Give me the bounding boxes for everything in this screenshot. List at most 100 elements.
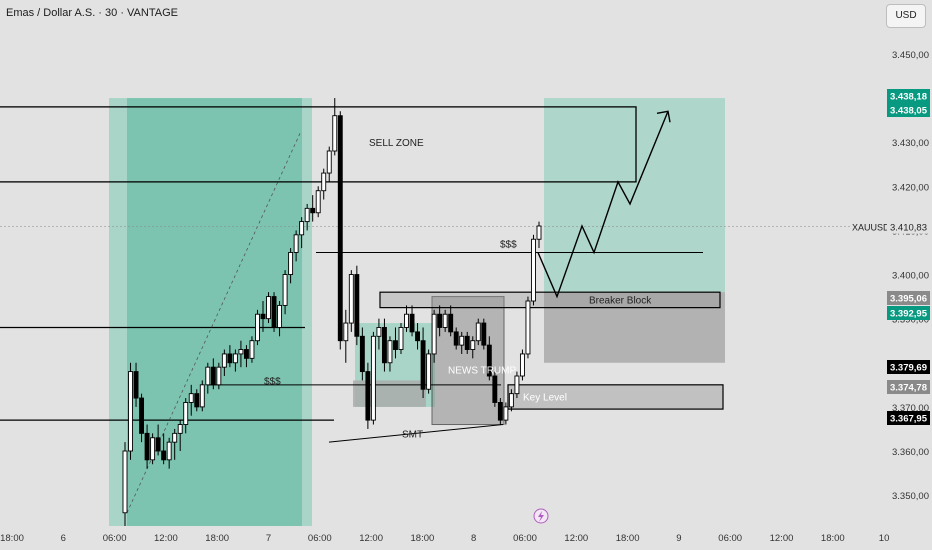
candle-body bbox=[531, 238, 536, 302]
candle-body bbox=[183, 402, 189, 425]
candle-body bbox=[221, 353, 227, 368]
x-tick-label: 12:00 bbox=[154, 533, 178, 544]
x-tick-label: 06:00 bbox=[513, 533, 537, 544]
risk-zone bbox=[544, 292, 725, 363]
price-tags: 3.438,18 3.438,05 3.395,06 3.392,95 3.379,69… bbox=[852, 89, 930, 425]
price-tag-label: 3.438,05 bbox=[890, 106, 928, 117]
price-tag bbox=[887, 89, 930, 103]
candle-body bbox=[161, 450, 167, 461]
x-tick-label: 6 bbox=[61, 533, 66, 544]
candle-body bbox=[128, 371, 133, 452]
key-level-box bbox=[507, 384, 724, 410]
x-tick-label: 10 bbox=[879, 533, 890, 544]
candle-body bbox=[288, 252, 294, 275]
y-tick-label: 3.390,00 bbox=[892, 315, 929, 326]
price-tag-label: 3.392,95 bbox=[890, 309, 928, 320]
price-tag bbox=[887, 360, 930, 374]
x-tick-label: 8 bbox=[471, 533, 476, 544]
candle-body bbox=[277, 304, 283, 328]
smt-line bbox=[328, 424, 504, 443]
price-tag-label: 3.379,69 bbox=[890, 363, 927, 374]
y-axis: 3.450,003.440,003.430,003.420,003.410,00… bbox=[850, 0, 932, 550]
candle-body bbox=[216, 366, 222, 386]
candle-body bbox=[459, 335, 465, 346]
x-tick-label: 18:00 bbox=[0, 533, 24, 544]
x-tick-label: 12:00 bbox=[770, 533, 794, 544]
candle-body bbox=[420, 340, 426, 390]
candle-body bbox=[255, 313, 260, 342]
candle-body bbox=[188, 393, 194, 403]
currency-button[interactable]: USD bbox=[886, 4, 926, 28]
candle-body bbox=[525, 300, 531, 355]
candle-body bbox=[492, 375, 498, 403]
candle-body bbox=[393, 340, 398, 350]
candle-body bbox=[310, 207, 316, 214]
overlay-layer: SELL ZONE $$$ $$$ Breaker Block NEWS TRUMP Ke… bbox=[264, 138, 652, 524]
candle-body bbox=[249, 340, 255, 359]
candle-body bbox=[426, 353, 432, 390]
candle-body bbox=[271, 296, 277, 328]
candle-body bbox=[354, 274, 360, 337]
x-tick-label: 18:00 bbox=[821, 533, 845, 544]
candle-body bbox=[266, 296, 271, 320]
candle-body bbox=[481, 322, 487, 346]
candle-body bbox=[431, 313, 437, 355]
x-tick-label: 06:00 bbox=[103, 533, 127, 544]
candle-body bbox=[205, 366, 211, 386]
candle-body bbox=[315, 190, 321, 214]
candle-body bbox=[155, 437, 161, 452]
candle-body bbox=[304, 207, 310, 223]
candle-body bbox=[177, 424, 183, 434]
annotation-liquidity-right: $$$ bbox=[500, 240, 517, 251]
candle-body bbox=[260, 313, 266, 320]
projection-path bbox=[537, 111, 669, 299]
candle-body bbox=[508, 393, 514, 408]
projection-arrowhead bbox=[656, 110, 671, 123]
lightning-icon bbox=[538, 511, 544, 522]
candle-body bbox=[453, 331, 459, 346]
candle-body bbox=[238, 349, 244, 355]
x-tick-label: 7 bbox=[266, 533, 271, 544]
candle-body bbox=[194, 393, 200, 408]
price-tag bbox=[887, 411, 930, 425]
candle-body bbox=[139, 397, 145, 434]
price-tag bbox=[887, 291, 930, 305]
candle-body bbox=[514, 375, 520, 395]
annotation-liquidity-left: $$$ bbox=[264, 376, 281, 387]
x-tick-label: 06:00 bbox=[718, 533, 742, 544]
candle-body bbox=[332, 115, 338, 152]
candle-body bbox=[398, 327, 404, 350]
x-tick-label: 18:00 bbox=[411, 533, 435, 544]
candle-body bbox=[150, 437, 156, 461]
price-tag-label: 3.395,06 bbox=[890, 294, 927, 305]
candle-body bbox=[497, 402, 503, 421]
candle-body bbox=[299, 221, 305, 236]
candle-body bbox=[243, 349, 249, 359]
price-tag-label: 3.367,95 bbox=[890, 414, 928, 425]
candle-body bbox=[227, 353, 233, 364]
x-tick-label: 06:00 bbox=[308, 533, 332, 544]
candle-body bbox=[442, 313, 448, 328]
price-tag bbox=[887, 380, 930, 394]
price-tag-label: 3.438,18 bbox=[890, 92, 927, 103]
candle-body bbox=[370, 335, 376, 421]
candle-body bbox=[210, 366, 216, 386]
candle-body bbox=[448, 313, 454, 333]
x-tick-label: 12:00 bbox=[564, 533, 588, 544]
y-tick-label: 3.420,00 bbox=[892, 182, 929, 193]
candle-body bbox=[326, 150, 332, 174]
chart-title: Emas / Dollar A.S. · 30 · VANTAGE bbox=[6, 7, 178, 19]
candle-body bbox=[166, 441, 172, 461]
candle-body bbox=[486, 344, 492, 377]
annotation-key-level: Key Level bbox=[523, 393, 567, 404]
y-tick-label: 3.360,00 bbox=[892, 447, 929, 458]
candle-body bbox=[409, 313, 415, 333]
annotation-breaker-block: Breaker Block bbox=[589, 296, 652, 307]
x-tick-label: 12:00 bbox=[359, 533, 383, 544]
candle-body bbox=[321, 172, 327, 192]
x-tick-label: 18:00 bbox=[205, 533, 229, 544]
price-tag-label: 3.374,78 bbox=[890, 383, 927, 394]
candle-body bbox=[282, 274, 288, 306]
candle-body bbox=[475, 322, 481, 342]
